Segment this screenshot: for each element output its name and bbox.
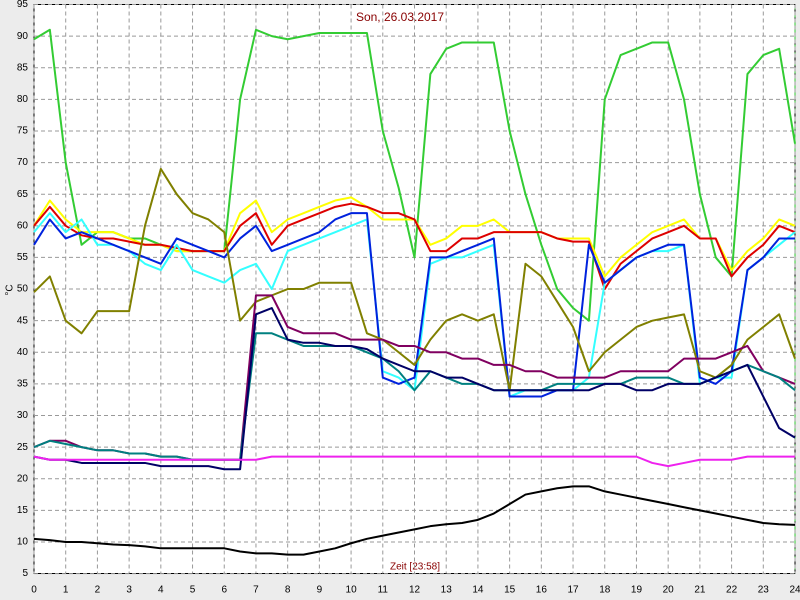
y-tick-label: 60	[17, 220, 29, 231]
x-tick-label: 23	[758, 585, 770, 596]
x-tick-label: 2	[95, 585, 101, 596]
y-tick-label: 80	[17, 94, 29, 105]
y-tick-label: 65	[17, 189, 29, 200]
y-tick-label: 45	[17, 315, 29, 326]
series-line	[33, 332, 796, 461]
y-tick-label: 90	[17, 31, 29, 42]
y-tick-label: 5	[22, 568, 28, 579]
x-tick-label: 19	[631, 585, 643, 596]
y-tick-label: 10	[17, 537, 29, 548]
x-tick-label: 8	[285, 585, 291, 596]
x-tick-label: 5	[190, 585, 196, 596]
x-tick-label: 6	[221, 585, 227, 596]
x-tick-label: 7	[253, 585, 259, 596]
y-axis-label: °C	[5, 284, 16, 295]
y-tick-label: 40	[17, 347, 29, 358]
series-line	[33, 202, 796, 291]
y-tick-label: 55	[17, 252, 29, 263]
y-tick-label: 25	[17, 442, 29, 453]
y-tick-label: 20	[17, 473, 29, 484]
x-tick-label: 21	[694, 585, 706, 596]
x-tick-label: 11	[378, 585, 389, 596]
y-tick-label: 50	[17, 284, 29, 295]
series-line	[33, 455, 795, 468]
x-tick-label: 17	[567, 585, 579, 596]
x-tick-label: 24	[789, 585, 800, 596]
y-tick-label: 15	[17, 505, 29, 516]
x-tick-label: 10	[346, 585, 358, 596]
x-tick-label: 14	[472, 585, 484, 596]
x-tick-label: 18	[599, 585, 611, 596]
x-tick-label: 0	[31, 585, 37, 596]
y-tick-label: 85	[17, 62, 29, 73]
y-tick-label: 75	[17, 126, 29, 137]
series-line	[33, 212, 795, 398]
x-tick-label: 16	[536, 585, 548, 596]
y-tick-label: 35	[17, 379, 29, 390]
y-tick-label: 70	[17, 157, 29, 168]
y-tick-label: 30	[17, 410, 29, 421]
x-tick-label: 3	[126, 585, 132, 596]
x-tick-label: 12	[409, 585, 421, 596]
chart-title: Son, 26.03.2017	[356, 10, 444, 24]
x-tick-label: 22	[726, 585, 738, 596]
x-axis-label: Zeit [23:58]	[390, 562, 440, 573]
x-tick-label: 1	[63, 585, 69, 596]
series-line	[33, 167, 796, 392]
y-tick-label: 95	[17, 0, 29, 10]
series-line	[33, 307, 796, 471]
x-tick-label: 15	[504, 585, 516, 596]
x-tick-label: 13	[441, 585, 453, 596]
x-tick-label: 4	[158, 585, 164, 596]
x-tick-label: 9	[317, 585, 323, 596]
series-line	[33, 485, 796, 556]
x-tick-label: 20	[663, 585, 675, 596]
